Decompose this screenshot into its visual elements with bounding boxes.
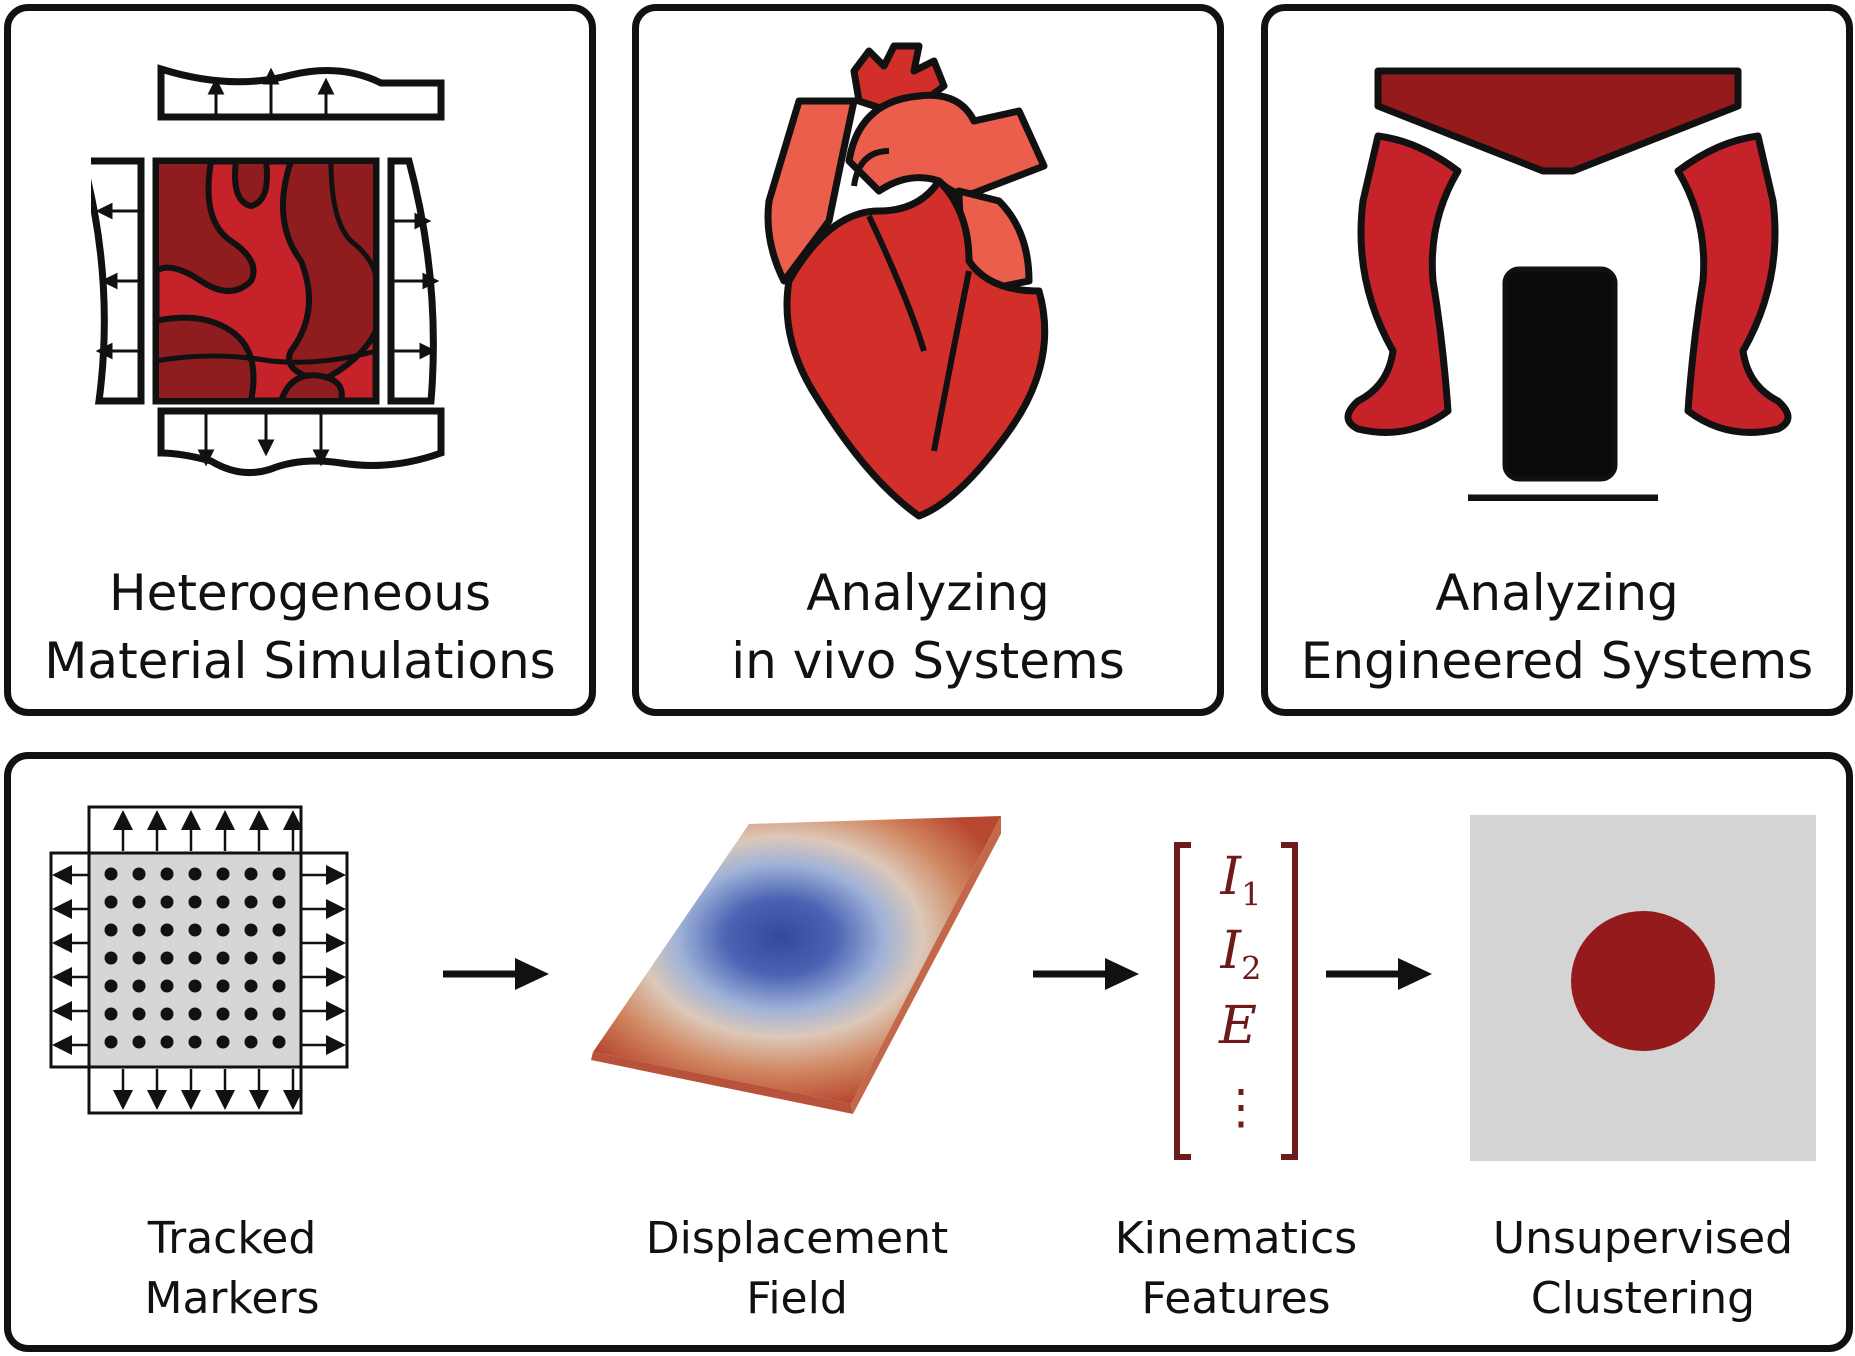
- panel-in-vivo-systems: Analyzing in vivo Systems: [632, 4, 1224, 716]
- tracked-marker-dot: [216, 1035, 230, 1049]
- tracked-marker-dot: [132, 867, 146, 881]
- panel-engineered-systems: Analyzing Engineered Systems: [1261, 4, 1853, 716]
- tracked-marker-dot: [216, 895, 230, 909]
- tracked-marker-dot: [244, 979, 258, 993]
- tracked-marker-dot: [216, 1007, 230, 1021]
- heterogeneous-material-icon: [91, 64, 445, 477]
- tracked-marker-dot: [244, 895, 258, 909]
- step-tracked-line2: Markers: [144, 1273, 320, 1324]
- tracked-marker-dot: [160, 951, 174, 965]
- tracked-marker-dot: [272, 979, 286, 993]
- tracked-marker-dot: [272, 895, 286, 909]
- tracked-marker-dot: [272, 923, 286, 937]
- feature-i2: I2: [1220, 921, 1262, 988]
- tracked-marker-dot: [216, 867, 230, 881]
- tracked-marker-dot: [244, 1007, 258, 1021]
- tracked-marker-dot: [160, 923, 174, 937]
- tracked-marker-dot: [216, 951, 230, 965]
- panel-engineered-line1: Analyzing: [1435, 564, 1679, 622]
- flow-arrow-1: [443, 958, 549, 990]
- panel-in-vivo-line1: Analyzing: [806, 564, 1050, 622]
- panel-material-line1: Heterogeneous: [108, 564, 492, 622]
- tracked-marker-dot: [160, 979, 174, 993]
- step-clustering-label: Unsupervised Clustering: [1488, 1209, 1798, 1329]
- tracked-marker-dot: [272, 951, 286, 965]
- tracked-marker-dot: [216, 923, 230, 937]
- tracked-marker-dot: [104, 923, 118, 937]
- tracked-marker-dot: [132, 979, 146, 993]
- step-tracked-markers-label: Tracked Markers: [97, 1209, 367, 1329]
- tracked-marker-dot: [244, 867, 258, 881]
- feature-i1: I1: [1220, 847, 1262, 914]
- tracked-marker-dot: [244, 923, 258, 937]
- step-displacement-line2: Field: [746, 1273, 848, 1324]
- panel-material-line2: Material Simulations: [44, 632, 556, 690]
- tracked-marker-dot: [272, 867, 286, 881]
- step-clustering-line1: Unsupervised: [1492, 1213, 1794, 1264]
- tracked-marker-dot: [160, 1035, 174, 1049]
- step-tracked-line1: Tracked: [147, 1213, 317, 1264]
- heart-icon: [764, 42, 1049, 520]
- tracked-marker-dot: [132, 895, 146, 909]
- panel-in-vivo-label: Analyzing in vivo Systems: [639, 559, 1217, 695]
- tracked-marker-dot: [132, 1035, 146, 1049]
- soft-gripper-icon: [1344, 67, 1792, 501]
- step-displacement-label: Displacement Field: [627, 1209, 967, 1329]
- feature-ellipsis: ⋮: [1217, 1079, 1265, 1135]
- tracked-marker-dot: [188, 951, 202, 965]
- tracked-marker-dot: [160, 1007, 174, 1021]
- flow-arrow-3: [1326, 958, 1432, 990]
- kinematics-features-icon: I1 I2 E ⋮: [1171, 841, 1301, 1161]
- feature-e: E: [1219, 996, 1257, 1056]
- tracked-marker-dot: [188, 923, 202, 937]
- tracked-marker-dot: [160, 895, 174, 909]
- displacement-field-icon: [591, 816, 1001, 1114]
- clustering-result-icon: [1470, 815, 1816, 1161]
- step-displacement-line1: Displacement: [645, 1213, 949, 1264]
- tracked-marker-dot: [188, 1035, 202, 1049]
- panel-engineered-line2: Engineered Systems: [1300, 632, 1814, 690]
- tracked-marker-dot: [132, 951, 146, 965]
- step-kinematics-label: Kinematics Features: [1091, 1209, 1381, 1329]
- panel-engineered-label: Analyzing Engineered Systems: [1268, 559, 1846, 695]
- tracked-marker-dot: [272, 1035, 286, 1049]
- panel-pipeline: Tracked Markers Displacement Field: [4, 752, 1853, 1352]
- tracked-marker-dot: [104, 867, 118, 881]
- tracked-marker-dot: [244, 951, 258, 965]
- tracked-marker-dot: [188, 867, 202, 881]
- tracked-marker-dot: [272, 1007, 286, 1021]
- tracked-marker-dot: [216, 979, 230, 993]
- tracked-marker-dot: [188, 979, 202, 993]
- panel-material-simulations: Heterogeneous Material Simulations: [4, 4, 596, 716]
- tracked-markers-icon: [49, 805, 349, 1115]
- tracked-marker-dot: [160, 867, 174, 881]
- tracked-marker-dot: [104, 951, 118, 965]
- panel-in-vivo-line2: in vivo Systems: [731, 632, 1125, 690]
- step-kinematics-line2: Features: [1141, 1273, 1331, 1324]
- tracked-marker-dot: [104, 895, 118, 909]
- step-kinematics-line1: Kinematics: [1114, 1213, 1358, 1264]
- step-clustering-line2: Clustering: [1530, 1273, 1756, 1324]
- tracked-marker-dot: [104, 979, 118, 993]
- tracked-marker-dot: [244, 1035, 258, 1049]
- tracked-marker-dot: [188, 895, 202, 909]
- tracked-marker-dot: [132, 1007, 146, 1021]
- tracked-marker-dot: [104, 1035, 118, 1049]
- flow-arrow-2: [1033, 958, 1139, 990]
- panel-material-label: Heterogeneous Material Simulations: [11, 559, 589, 695]
- tracked-marker-dot: [132, 923, 146, 937]
- tracked-marker-dot: [104, 1007, 118, 1021]
- tracked-marker-dot: [188, 1007, 202, 1021]
